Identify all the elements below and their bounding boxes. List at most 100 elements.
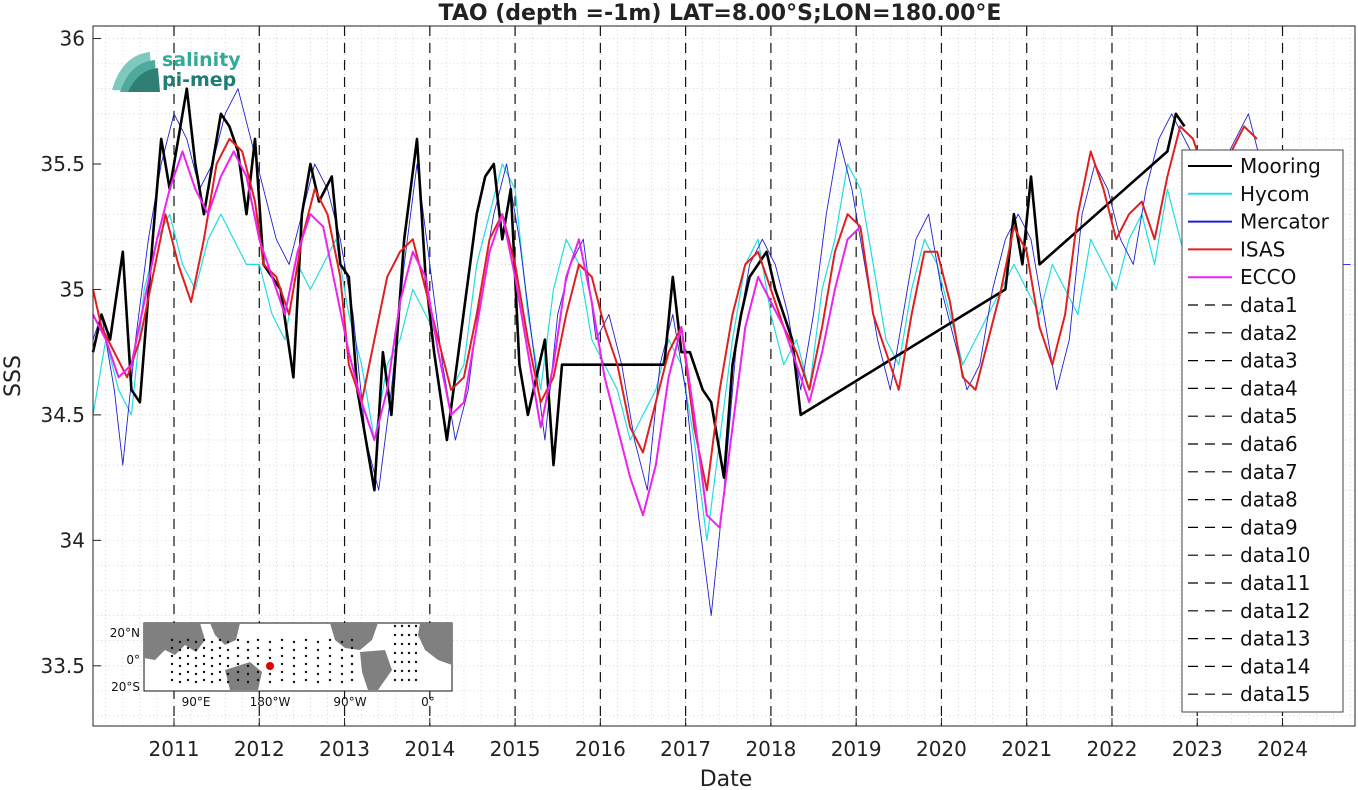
buoy-dot [186,670,190,674]
buoy-dot [268,672,272,676]
buoy-dot [218,654,222,658]
buoy-dot [246,648,250,652]
buoy-dot [393,642,397,646]
buoy-dot [236,662,240,666]
buoy-dot [186,638,190,642]
legend-label-ecco: ECCO [1240,265,1296,289]
buoy-dot [186,678,190,682]
x-tick-label: 2015 [490,737,541,761]
buoy-dot [218,646,222,650]
buoy-dot [226,640,230,644]
buoy-dot [340,680,344,684]
buoy-dot [256,670,260,674]
x-tick-label: 2022 [1087,737,1138,761]
legend-label-isas: ISAS [1240,237,1285,261]
buoy-dot [280,646,284,650]
buoy-dot [256,678,260,682]
buoy-dot [414,660,418,664]
buoy-dot [328,646,332,650]
x-tick-label: 2021 [1001,737,1052,761]
buoy-dot [292,648,296,652]
buoy-dot [210,656,214,660]
y-tick-label: 34 [60,528,85,552]
x-tick-label: 2020 [916,737,967,761]
buoy-dot [246,664,250,668]
buoy-dot [316,680,320,684]
buoy-dot [268,656,272,660]
buoy-dot [340,648,344,652]
buoy-dot [226,672,230,676]
buoy-dot [328,654,332,658]
buoy-array-dots [170,624,418,684]
buoy-dot [292,680,296,684]
x-tick-label: 2014 [404,737,455,761]
buoy-dot [316,672,320,676]
buoy-dot [210,672,214,676]
x-tick-label: 2018 [745,737,796,761]
x-axis-label: Date [700,767,753,790]
buoy-dot [170,638,174,642]
buoy-dot [328,670,332,674]
buoy-dot [350,654,354,658]
buoy-dot [210,640,214,644]
y-axis-label: SSS [1,355,26,397]
buoy-dot [194,680,198,684]
buoy-dot [218,670,222,674]
y-axis-ticks: 33.5 34 34.5 35 35.5 36 [40,27,101,678]
buoy-dot [178,664,182,668]
buoy-dot [280,654,284,658]
legend-label-data13: data13 [1240,627,1311,651]
legend-label-mooring: Mooring [1240,154,1321,178]
legend-label-data6: data6 [1240,432,1298,456]
legend-label-data14: data14 [1240,654,1311,678]
buoy-dot [280,638,284,642]
x-axis-ticks: 2011 2012 2013 2014 2015 2016 2017 2018 2019 2020… [149,718,1308,761]
map-lon-label: 90°W [333,695,366,709]
buoy-dot [292,640,296,644]
legend-label-data1: data1 [1240,293,1298,317]
buoy-dot [304,638,308,642]
buoy-dot [194,648,198,652]
buoy-dot [350,678,354,682]
buoy-dot [414,642,418,646]
plot-area-frame [92,25,1356,727]
salinity-pi-mep-logo: salinity pi-mep [112,49,241,92]
map-lon-label: 90°E [182,695,211,709]
buoy-dot [268,680,272,684]
buoy-dot [194,640,198,644]
y-tick-label: 36 [60,27,85,51]
buoy-dot [256,654,260,658]
map-lon-label: 180°W [250,695,291,709]
series-lines [91,87,1351,617]
buoy-dot [226,664,230,668]
buoy-dot [218,638,222,642]
buoy-dot [407,642,411,646]
buoy-dot [186,654,190,658]
buoy-dot [400,651,404,655]
map-lon-label: 0° [421,695,435,709]
buoy-dot [304,662,308,666]
map-lat-label: 0° [126,653,140,667]
buoy-dot [407,660,411,664]
buoy-dot [268,648,272,652]
x-tick-label: 2023 [1172,737,1223,761]
buoy-dot [280,670,284,674]
buoy-dot [268,640,272,644]
x-tick-label: 2019 [831,737,882,761]
buoy-dot [304,654,308,658]
legend-label-data11: data11 [1240,571,1311,595]
buoy-dot [236,638,240,642]
buoy-dot [407,651,411,655]
buoy-dot [186,662,190,666]
buoy-dot [292,656,296,660]
buoy-dot [400,669,404,673]
buoy-dot [202,638,206,642]
buoy-dot [400,678,404,682]
buoy-dot [350,670,354,674]
buoy-dot [316,656,320,660]
buoy-dot [178,672,182,676]
buoy-dot [340,656,344,660]
buoy-dot [246,680,250,684]
buoy-dot [178,680,182,684]
